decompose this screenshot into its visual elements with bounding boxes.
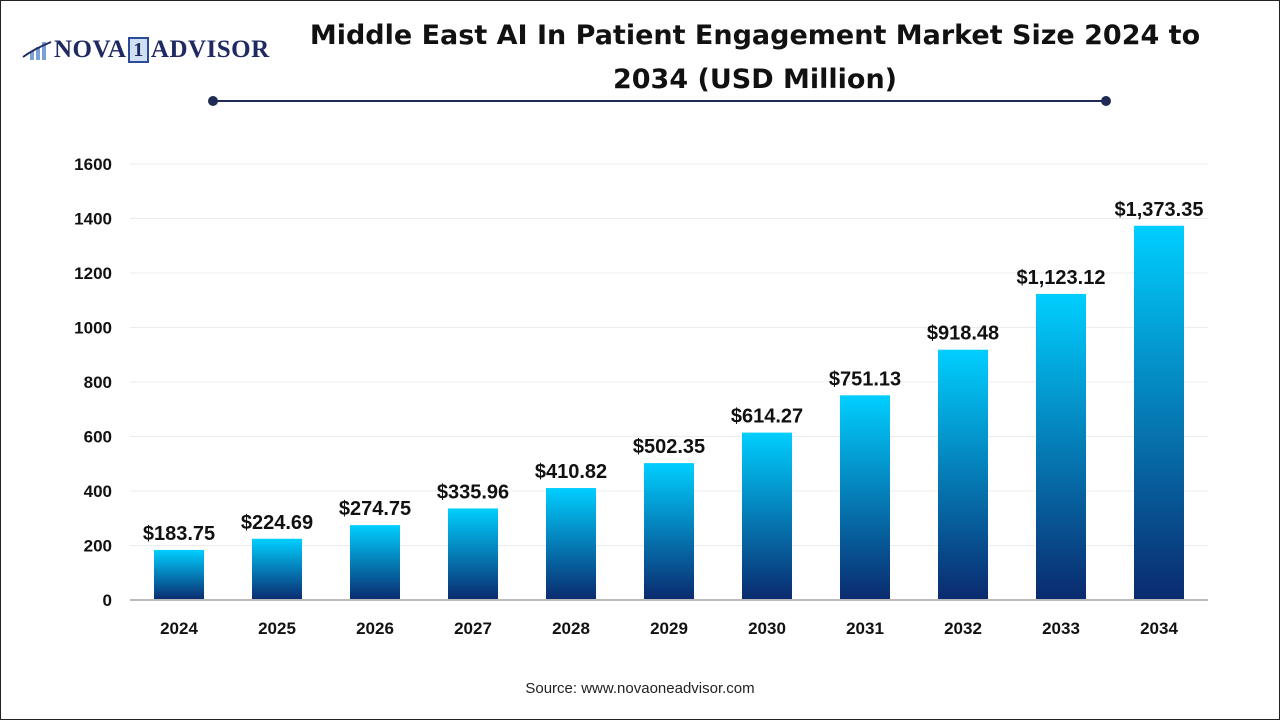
- x-tick-label: 2034: [1140, 619, 1178, 638]
- chart-title: Middle East AI In Patient Engagement Mar…: [309, 20, 1201, 95]
- y-tick-label: 1600: [74, 155, 112, 174]
- rule-dot: [1101, 96, 1111, 106]
- x-tick-label: 2026: [356, 619, 394, 638]
- x-tick-label: 2033: [1042, 619, 1080, 638]
- bar-chart-logo-icon: [22, 41, 52, 60]
- data-label: $335.96: [437, 481, 509, 503]
- data-label: $1,123.12: [1017, 267, 1106, 289]
- bar-2029: [644, 463, 694, 600]
- data-label: $751.13: [829, 368, 901, 390]
- y-tick-label: 400: [84, 482, 112, 501]
- x-tick-label: 2029: [650, 619, 688, 638]
- nova-advisor-logo: NOVA 1 ADVISOR: [22, 36, 270, 64]
- x-tick-label: 2027: [454, 619, 492, 638]
- bar-2027: [448, 508, 498, 600]
- x-tick-label: 2024: [160, 619, 198, 638]
- data-label: $502.35: [633, 436, 705, 458]
- bar-2032: [938, 349, 988, 600]
- logo-text: NOVA: [54, 36, 127, 63]
- bar-2031: [840, 395, 890, 600]
- logo-text: ADVISOR: [150, 36, 270, 63]
- y-tick-label: 600: [84, 428, 112, 447]
- x-tick-label: 2028: [552, 619, 590, 638]
- x-tick-label: 2025: [258, 619, 296, 638]
- logo-number: 1: [128, 37, 149, 63]
- data-label: $918.48: [927, 323, 999, 345]
- data-label: $614.27: [731, 406, 803, 428]
- x-tick-label: 2031: [846, 619, 884, 638]
- y-tick-label: 1000: [74, 319, 112, 338]
- y-tick-label: 1200: [74, 264, 112, 283]
- source-note: Source: www.novaoneadvisor.com: [525, 680, 755, 697]
- data-label: $1,373.35: [1115, 199, 1204, 221]
- y-tick-label: 0: [103, 591, 112, 610]
- y-tick-label: 200: [84, 537, 112, 556]
- bar-2024: [154, 549, 204, 600]
- bar-2033: [1036, 293, 1086, 600]
- x-tick-label: 2032: [944, 619, 982, 638]
- bar-2025: [252, 538, 302, 600]
- x-tick-label: 2030: [748, 619, 786, 638]
- bar-2030: [742, 432, 792, 600]
- bar-2028: [546, 488, 596, 600]
- data-label: $183.75: [143, 523, 215, 545]
- data-label: $410.82: [535, 461, 607, 483]
- data-label: $224.69: [241, 512, 313, 534]
- bar-2026: [350, 525, 400, 600]
- y-tick-label: 800: [84, 373, 112, 392]
- y-tick-label: 1400: [74, 210, 112, 229]
- title-rule: [213, 100, 1106, 102]
- data-label: $274.75: [339, 498, 411, 520]
- rule-dot: [208, 96, 218, 106]
- bar-2034: [1134, 225, 1184, 600]
